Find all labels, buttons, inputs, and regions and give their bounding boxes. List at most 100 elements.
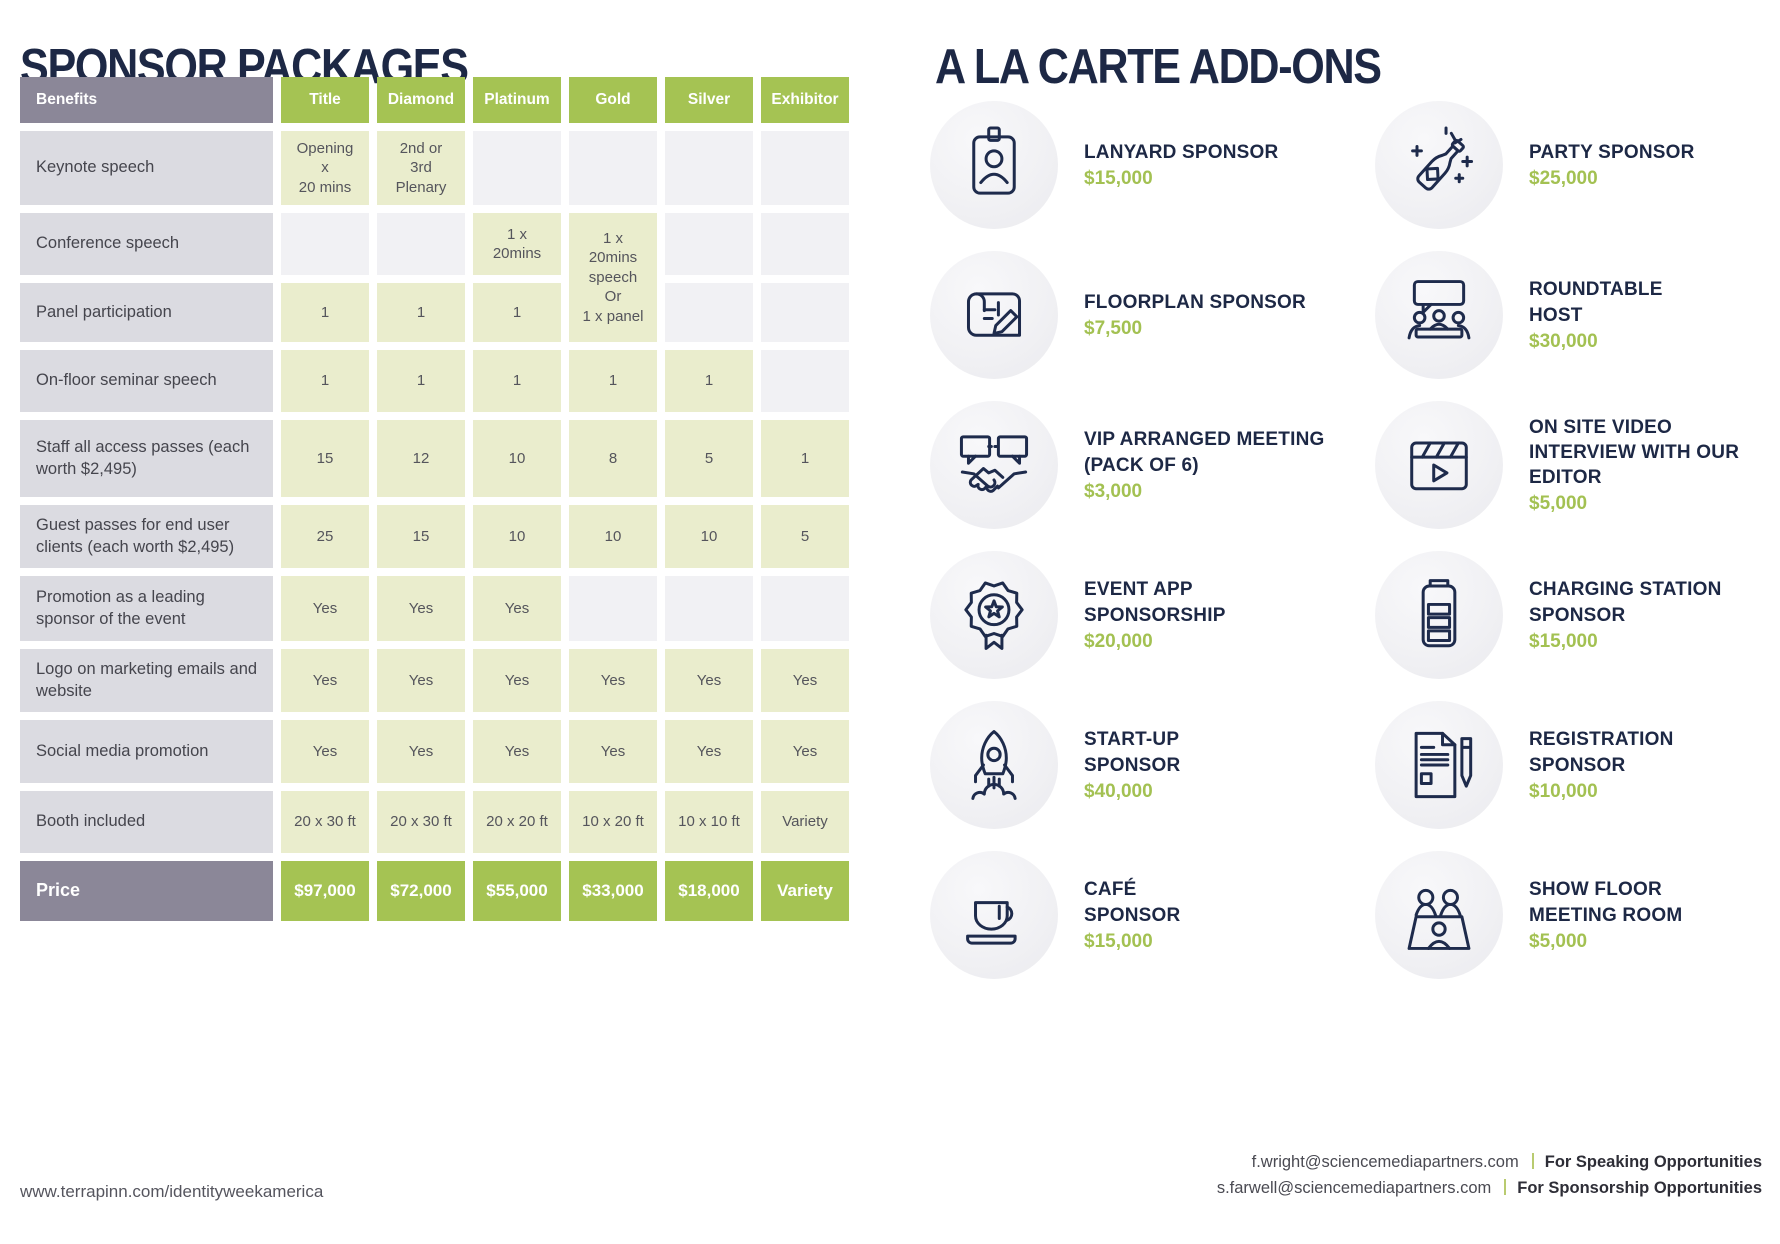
value-cell: 10 [665,505,753,568]
addon-price: $5,000 [1529,493,1588,515]
website-link[interactable]: www.terrapinn.com/identityweekamerica [20,1182,324,1201]
value-cell: 20 x 20 ft [473,791,561,853]
benefit-cell: Logo on marketing emails and website [20,649,273,712]
value-cell: 1 x 20mins speech Or 1 x panel [569,213,657,342]
value-cell: Yes [569,649,657,712]
addon-title: PARTY SPONSOR [1529,141,1695,163]
price-cell: $55,000 [473,861,561,921]
benefit-cell: Conference speech [20,213,273,275]
value-cell: 5 [665,420,753,497]
benefit-cell: On-floor seminar speech [20,350,273,412]
value-cell: Yes [281,649,369,712]
value-cell [761,213,849,275]
addon-title: ROUNDTABLE HOST [1529,279,1663,326]
addon-price: $15,000 [1084,930,1153,952]
value-cell: Yes [281,720,369,783]
value-cell: Yes [473,576,561,641]
addon-icon-circle [1375,551,1503,679]
value-cell [665,131,753,205]
value-cell: 2nd or 3rd Plenary [377,131,465,205]
value-cell: Yes [281,576,369,641]
value-cell: 25 [281,505,369,568]
price-cell: $33,000 [569,861,657,921]
price-cell: $72,000 [377,861,465,921]
rosette-icon [950,571,1038,659]
value-cell: Yes [377,720,465,783]
benefit-cell: Keynote speech [20,131,273,205]
value-cell [473,131,561,205]
addon-item: CHARGING STATION SPONSOR $15,000 [1375,540,1765,690]
package-header-cell: Diamond [377,77,465,123]
value-cell: 10 [473,420,561,497]
value-cell: 15 [377,505,465,568]
addon-title: START-UP SPONSOR [1084,729,1181,776]
value-cell [665,213,753,275]
value-cell: 12 [377,420,465,497]
sponsorship-email[interactable]: s.farwell@sciencemediapartners.com [1216,1178,1492,1197]
benefits-header-cell: Benefits [20,77,273,123]
handshake-icon [950,421,1038,509]
value-cell [665,283,753,342]
champagne-icon [1395,121,1483,209]
addon-icon-circle [1375,401,1503,529]
badge-icon [950,121,1038,209]
value-cell [665,576,753,641]
value-cell: 1 [665,350,753,412]
addon-title: SHOW FLOOR MEETING ROOM [1529,879,1683,926]
addon-text: CAFÉ SPONSOR $15,000 [1084,877,1180,952]
price-cell: Variety [761,861,849,921]
addon-icon-circle [1375,251,1503,379]
value-cell: Yes [665,649,753,712]
value-cell: 20 x 30 ft [281,791,369,853]
value-cell: Yes [377,649,465,712]
addon-icon-circle [1375,701,1503,829]
addon-item: PARTY SPONSOR $25,000 [1375,90,1765,240]
value-cell: 1 [569,350,657,412]
value-cell [569,131,657,205]
benefit-cell: Social media promotion [20,720,273,783]
addon-icon-circle [930,551,1058,679]
footer-contacts: f.wright@sciencemediapartners.com For Spe… [1217,1150,1762,1201]
value-cell: Variety [761,791,849,853]
addon-price: $7,500 [1084,318,1143,340]
addon-item: LANYARD SPONSOR $15,000 [930,90,1375,240]
addon-item: VIP ARRANGED MEETING (PACK OF 6) $3,000 [930,390,1375,540]
addon-item: ROUNDTABLE HOST $30,000 [1375,240,1765,390]
value-cell [761,350,849,412]
value-cell: 1 [377,283,465,342]
addon-icon-circle [930,401,1058,529]
package-header-cell: Exhibitor [761,77,849,123]
addon-item: START-UP SPONSOR $40,000 [930,690,1375,840]
price-cell: $18,000 [665,861,753,921]
rocket-icon [950,721,1038,809]
addon-title: EVENT APP SPONSORSHIP [1084,579,1226,626]
value-cell: Yes [761,649,849,712]
speaking-email[interactable]: f.wright@sciencemediapartners.com [1251,1153,1519,1171]
addon-title: LANYARD SPONSOR [1084,141,1279,163]
addon-text: REGISTRATION SPONSOR $10,000 [1529,727,1765,802]
addon-price: $20,000 [1084,630,1153,652]
video-icon [1395,421,1483,509]
package-header-cell: Gold [569,77,657,123]
sponsor-packages-table: Benefits Title Diamond Platinum Gold Silver Ex… [20,77,849,921]
value-cell: Yes [665,720,753,783]
a-la-carte-title: A LA CARTE ADD-ONS [935,39,1382,94]
value-cell [761,283,849,342]
separator [1504,1178,1507,1195]
value-cell: 10 x 10 ft [665,791,753,853]
addon-icon-circle [930,701,1058,829]
package-header-cell: Title [281,77,369,123]
benefit-cell: Staff all access passes (each worth $2,4… [20,420,273,497]
package-header-cell: Silver [665,77,753,123]
value-cell [761,576,849,641]
sponsorship-label: For Sponsorship Opportunities [1517,1178,1762,1197]
addon-price: $30,000 [1529,330,1598,352]
addon-item: ON SITE VIDEO INTERVIEW WITH OUR EDITOR $… [1375,390,1765,540]
addon-icon-circle [930,101,1058,229]
addon-title: REGISTRATION SPONSOR [1529,729,1674,776]
addon-text: VIP ARRANGED MEETING (PACK OF 6) $3,000 [1084,427,1324,502]
price-label-cell: Price [20,861,273,921]
addon-text: PARTY SPONSOR $25,000 [1529,140,1695,190]
addon-text: EVENT APP SPONSORSHIP $20,000 [1084,577,1226,652]
